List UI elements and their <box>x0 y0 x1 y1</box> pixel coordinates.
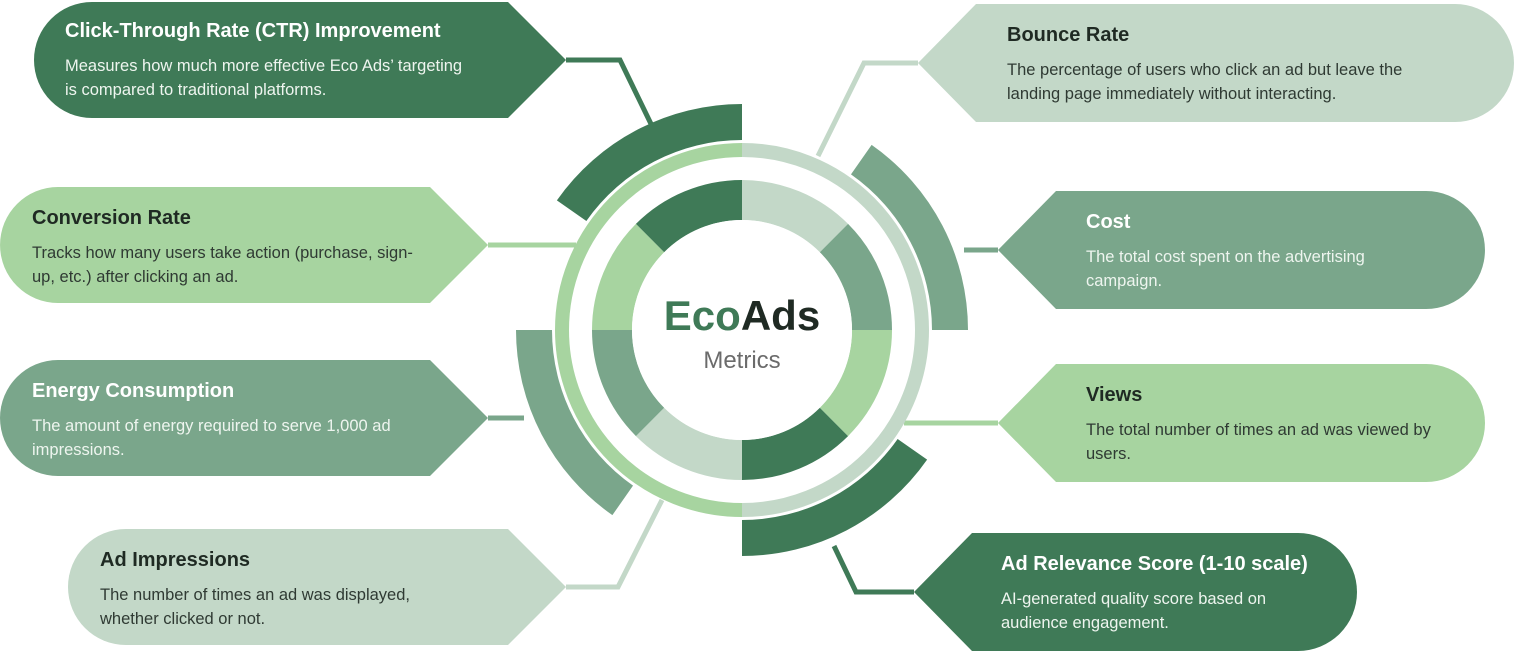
inner-segment-conversion <box>592 223 665 330</box>
center-disc <box>632 220 852 440</box>
outer-arc-energy <box>516 330 634 516</box>
card-shape-energy <box>0 360 488 476</box>
card-cost-title: Cost <box>1086 211 1131 233</box>
brand-title: EcoAds <box>592 292 892 340</box>
card-ctr-title: Click-Through Rate (CTR) Improvement <box>65 20 441 42</box>
connector-ctr <box>566 57 655 128</box>
card-shape-conversion <box>0 187 488 303</box>
brand-subtitle: Metrics <box>703 347 781 374</box>
card-shape-cost <box>998 191 1485 309</box>
thin-ring-right <box>741 143 929 517</box>
card-views-title: Views <box>1086 384 1143 406</box>
brand-part-eco: Eco <box>663 292 741 339</box>
card-bounce-title: Bounce Rate <box>1007 24 1130 46</box>
inner-ring-segments <box>592 180 892 480</box>
card-cost-description: The total cost spent on the advertising … <box>1086 248 1365 290</box>
outer-arcs <box>516 104 968 556</box>
thin-ring-left <box>555 143 743 517</box>
card-conversion-description: Tracks how many users take action (purch… <box>32 244 413 286</box>
connector-lines <box>488 57 998 595</box>
card-ctr-description: Measures how much more effective Eco Ads… <box>65 57 463 99</box>
card-shape-bounce <box>918 4 1514 122</box>
inner-segment-views <box>819 330 892 437</box>
inner-segment-bounce <box>742 180 849 253</box>
card-energy-description: The amount of energy required to serve 1… <box>32 417 391 459</box>
brand-part-ads: Ads <box>740 292 821 339</box>
inner-segment-energy <box>592 330 665 437</box>
outer-arc-ctr <box>556 104 742 222</box>
card-relevance-description: AI-generated quality score based on audi… <box>1001 590 1267 632</box>
card-views-description: The total number of times an ad was view… <box>1086 421 1431 463</box>
outer-arc-relevance <box>742 438 928 556</box>
connector-relevance <box>831 544 914 595</box>
card-shape-relevance <box>914 533 1357 651</box>
inner-segment-ctr <box>635 180 742 253</box>
inner-segment-relevance <box>742 407 849 480</box>
card-relevance-title: Ad Relevance Score (1-10 scale) <box>1001 553 1308 575</box>
card-energy-title: Energy Consumption <box>32 380 235 402</box>
card-shape-ctr <box>34 2 566 118</box>
inner-segment-cost <box>819 223 892 330</box>
thin-ring <box>555 143 929 517</box>
card-impressions-description: The number of times an ad was displayed,… <box>100 586 410 628</box>
card-shape-impressions <box>68 529 566 645</box>
card-shape-views <box>998 364 1485 482</box>
connector-bounce <box>815 60 918 158</box>
outer-arc-cost <box>850 144 968 330</box>
inner-segment-impressions <box>635 407 742 480</box>
card-conversion-title: Conversion Rate <box>32 207 191 229</box>
connector-impressions <box>566 498 665 590</box>
card-bounce-description: The percentage of users who click an ad … <box>1007 61 1403 103</box>
card-impressions-title: Ad Impressions <box>100 549 251 571</box>
